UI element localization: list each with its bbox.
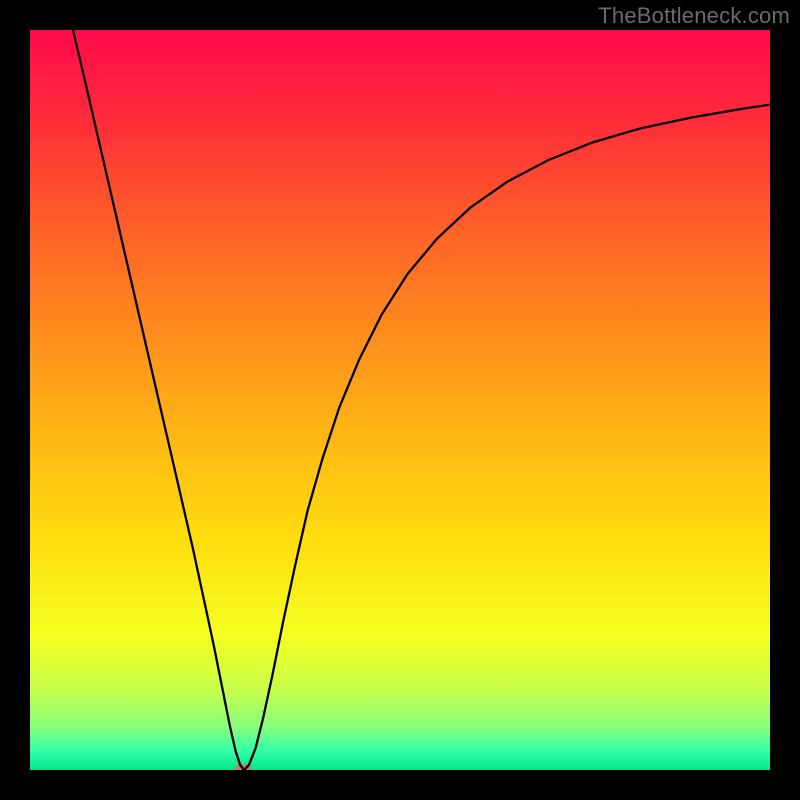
chart-svg: [30, 30, 770, 770]
gradient-background: [30, 30, 770, 770]
watermark-text: TheBottleneck.com: [598, 3, 790, 29]
plot-area: [30, 30, 770, 770]
